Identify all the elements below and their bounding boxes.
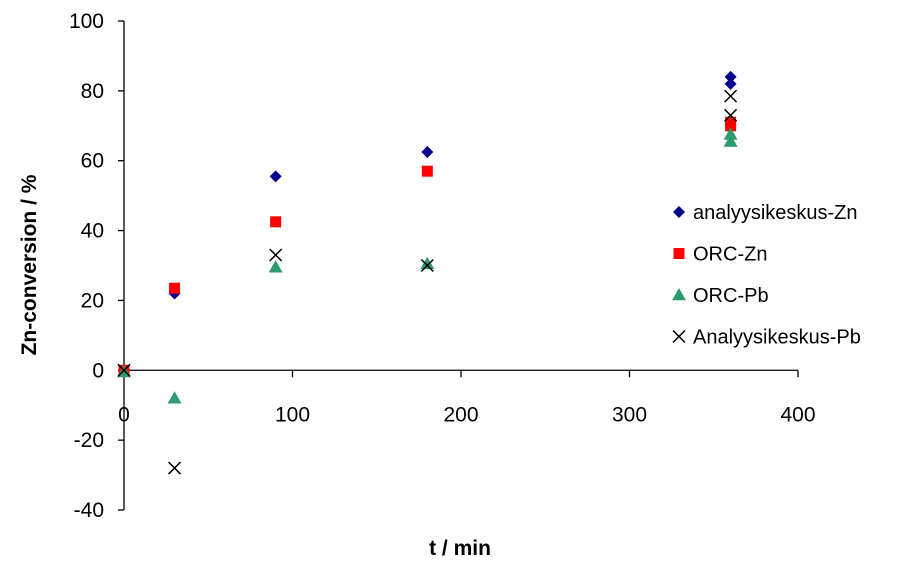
data-point [724,108,738,122]
legend-marker-stroke [672,329,686,344]
data-point [421,145,434,158]
y-tick-label: 40 [81,220,104,243]
legend-label: Analyysikeskus-Pb [693,327,861,349]
legend-marker [673,248,685,259]
data-point [169,282,181,294]
data-point [269,170,282,183]
y-tick-label: 0 [92,359,104,382]
data-point [117,363,131,377]
legend-label: ORC-Pb [693,285,769,307]
y-tick-label: -20 [74,429,104,452]
data-point-stroke [724,108,738,122]
data-point-stroke [724,89,738,103]
series-4 [117,89,738,475]
legend-marker [672,288,686,301]
data-point [167,391,182,404]
data-point [168,461,182,475]
axes: -40 -20 0 20 40 60 80 100 0 100 200 300 400 [69,10,816,522]
x-tick-label: 400 [780,403,815,426]
legend-item: Analyysikeskus-Pb [672,327,861,349]
y-tick-label: 60 [81,150,104,173]
data-point-stroke [117,363,131,377]
data-point-stroke [269,248,283,262]
y-tick-label: 100 [69,10,104,33]
series-1 [118,70,737,377]
data-point [270,216,282,228]
data-point [420,256,435,270]
plot-area [117,70,738,475]
data-point [724,77,737,90]
legend-label: ORC-Zn [693,244,767,266]
data-point [723,127,738,140]
x-tick-label: 100 [275,403,310,426]
y-tick-label: -40 [74,499,104,522]
legend-label: analyysikeskus-Zn [693,202,858,224]
y-tick-label: 80 [81,80,104,103]
data-point [724,70,737,83]
legend: analyysikeskus-Zn ORC-Zn ORC-Pb Analyysikes… [672,202,861,349]
legend-item: ORC-Pb [672,285,769,307]
legend-marker [673,206,685,218]
data-point [420,258,434,273]
data-point [421,165,433,177]
legend-item: ORC-Zn [673,244,767,266]
x-tick-label: 300 [612,403,647,426]
x-axis-title: t / min [429,537,491,560]
data-point [268,260,283,273]
y-tick-label: 20 [81,289,104,312]
x-tick-label: 200 [443,403,478,426]
data-point-stroke [420,258,434,273]
legend-marker [672,329,686,344]
data-point [723,134,738,147]
x-tick-label: 0 [118,403,130,426]
data-point [724,89,738,103]
data-point [269,248,283,262]
legend-item: analyysikeskus-Zn [673,202,858,224]
y-axis-title: Zn-conversion / % [18,174,41,355]
data-point [725,120,737,132]
data-point-stroke [168,461,182,475]
